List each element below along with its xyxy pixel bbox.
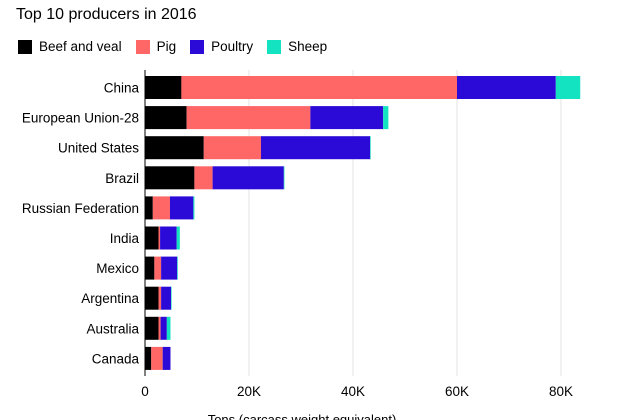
bar-russian-federation-beef-and-veal <box>145 196 153 220</box>
category-label-united-states: United States <box>58 141 139 156</box>
chart-subtitle: Top 10 producers in 2016 <box>16 6 197 23</box>
category-label-australia: Australia <box>86 321 139 336</box>
category-label-brazil: Brazil <box>105 171 139 186</box>
bar-mexico-sheep <box>177 256 178 280</box>
legend: Beef and veal Pig Poultry Sheep <box>18 39 341 54</box>
x-axis-title: Tons (carcass weight equivalent) <box>208 412 397 420</box>
bar-mexico-pig <box>154 256 162 280</box>
bars <box>145 76 581 370</box>
x-tick-label: 0 <box>141 384 149 399</box>
bar-australia-poultry <box>160 316 167 340</box>
bar-mexico-poultry <box>161 256 178 280</box>
bar-canada-poultry <box>162 346 171 370</box>
legend-item-pig: Pig <box>135 39 177 54</box>
legend-swatch-poultry <box>190 39 205 54</box>
bar-india-poultry <box>160 226 177 250</box>
bar-united-states-beef-and-veal <box>145 136 204 160</box>
bar-united-states-sheep <box>370 136 371 160</box>
category-label-india: India <box>110 231 140 246</box>
legend-item-sheep: Sheep <box>267 39 327 54</box>
x-tick-labels: 0 20K 40K 60K 80K <box>141 384 573 399</box>
bar-argentina-poultry <box>161 286 171 310</box>
bar-australia-sheep <box>166 316 171 340</box>
legend-swatch-beef-and-veal <box>18 39 32 54</box>
bar-brazil-pig <box>194 166 213 190</box>
bar-united-states-pig <box>203 136 261 160</box>
legend-item-beef-and-veal: Beef and veal <box>18 39 122 54</box>
bar-argentina-pig <box>158 286 162 310</box>
legend-label-poultry: Poultry <box>211 39 254 54</box>
bar-brazil-beef-and-veal <box>145 166 195 190</box>
x-tick-label: 40K <box>341 384 365 399</box>
legend-label-pig: Pig <box>156 39 177 54</box>
bar-european-union-28-sheep <box>383 106 389 130</box>
bar-australia-beef-and-veal <box>145 316 159 340</box>
bar-australia-pig <box>158 316 161 340</box>
legend-swatch-pig <box>135 39 150 54</box>
bar-canada-beef-and-veal <box>145 346 152 370</box>
category-label-china: China <box>104 81 140 96</box>
bar-european-union-28-pig <box>186 106 311 130</box>
category-label-mexico: Mexico <box>96 261 139 276</box>
bar-united-states-poultry <box>260 136 371 160</box>
x-tick-label: 80K <box>549 384 573 399</box>
legend-label-sheep: Sheep <box>288 39 328 54</box>
legend-swatch-sheep <box>267 39 282 54</box>
bar-india-pig <box>158 226 161 250</box>
bar-india-sheep <box>176 226 180 250</box>
category-label-canada: Canada <box>92 351 140 366</box>
bar-brazil-poultry <box>212 166 284 190</box>
category-label-european-union-28: European Union-28 <box>22 111 139 126</box>
bar-china-beef-and-veal <box>145 76 182 99</box>
legend-item-poultry: Poultry <box>190 39 253 54</box>
bar-canada-pig <box>151 346 163 370</box>
bar-european-union-28-poultry <box>310 106 384 130</box>
bar-argentina-sheep <box>171 286 172 310</box>
x-tick-label: 20K <box>237 384 261 399</box>
bar-china-poultry <box>457 76 556 99</box>
bar-russian-federation-poultry <box>169 196 194 220</box>
bar-mexico-beef-and-veal <box>145 256 155 280</box>
bar-russian-federation-sheep <box>193 196 195 220</box>
bar-european-union-28-beef-and-veal <box>145 106 187 130</box>
bar-russian-federation-pig <box>152 196 170 220</box>
bar-india-beef-and-veal <box>145 226 159 250</box>
category-label-russian-federation: Russian Federation <box>22 201 139 216</box>
bar-brazil-sheep <box>283 166 285 190</box>
category-label-argentina: Argentina <box>81 291 139 306</box>
category-labels: China European Union-28 United States Brazi… <box>22 81 140 367</box>
x-tick-label: 60K <box>445 384 469 399</box>
legend-label-beef-and-veal: Beef and veal <box>39 39 122 54</box>
bar-argentina-beef-and-veal <box>145 286 159 310</box>
bar-china-sheep <box>555 76 581 99</box>
bar-china-pig <box>181 76 457 99</box>
